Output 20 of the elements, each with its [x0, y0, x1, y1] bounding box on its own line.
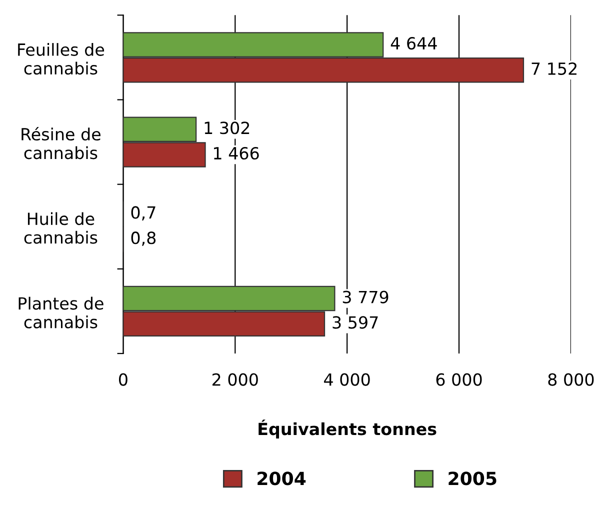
data-label: 1 466: [214, 146, 259, 160]
y-tick-label: Résine de cannabis: [22, 126, 100, 160]
data-label: 3 779: [342, 290, 388, 304]
y-tick-label: Huile de cannabis: [24, 212, 98, 244]
x-tick-label: 0: [119, 373, 128, 386]
data-label: 1 302: [204, 122, 250, 134]
data-label: 3 597: [332, 316, 378, 329]
x-tick-label: 4 000: [324, 373, 370, 386]
x-tick-label: 8 000: [548, 373, 594, 386]
y-tick-label: Plantes de cannabis: [18, 296, 104, 328]
y-tick-label: Feuilles de cannabis: [18, 43, 104, 75]
x-tick-label: 2 000: [212, 373, 258, 386]
data-label: 0,8: [131, 232, 156, 246]
data-label: 0,7: [131, 206, 156, 220]
legend-label: 2005: [448, 472, 496, 486]
x-axis-title: Équivalents tonnes: [258, 420, 436, 439]
x-tick-label: 6 000: [436, 373, 482, 386]
data-label: 4 644: [390, 36, 437, 50]
data-label: 7 152: [532, 62, 576, 75]
legend-label: 2004: [258, 472, 306, 486]
